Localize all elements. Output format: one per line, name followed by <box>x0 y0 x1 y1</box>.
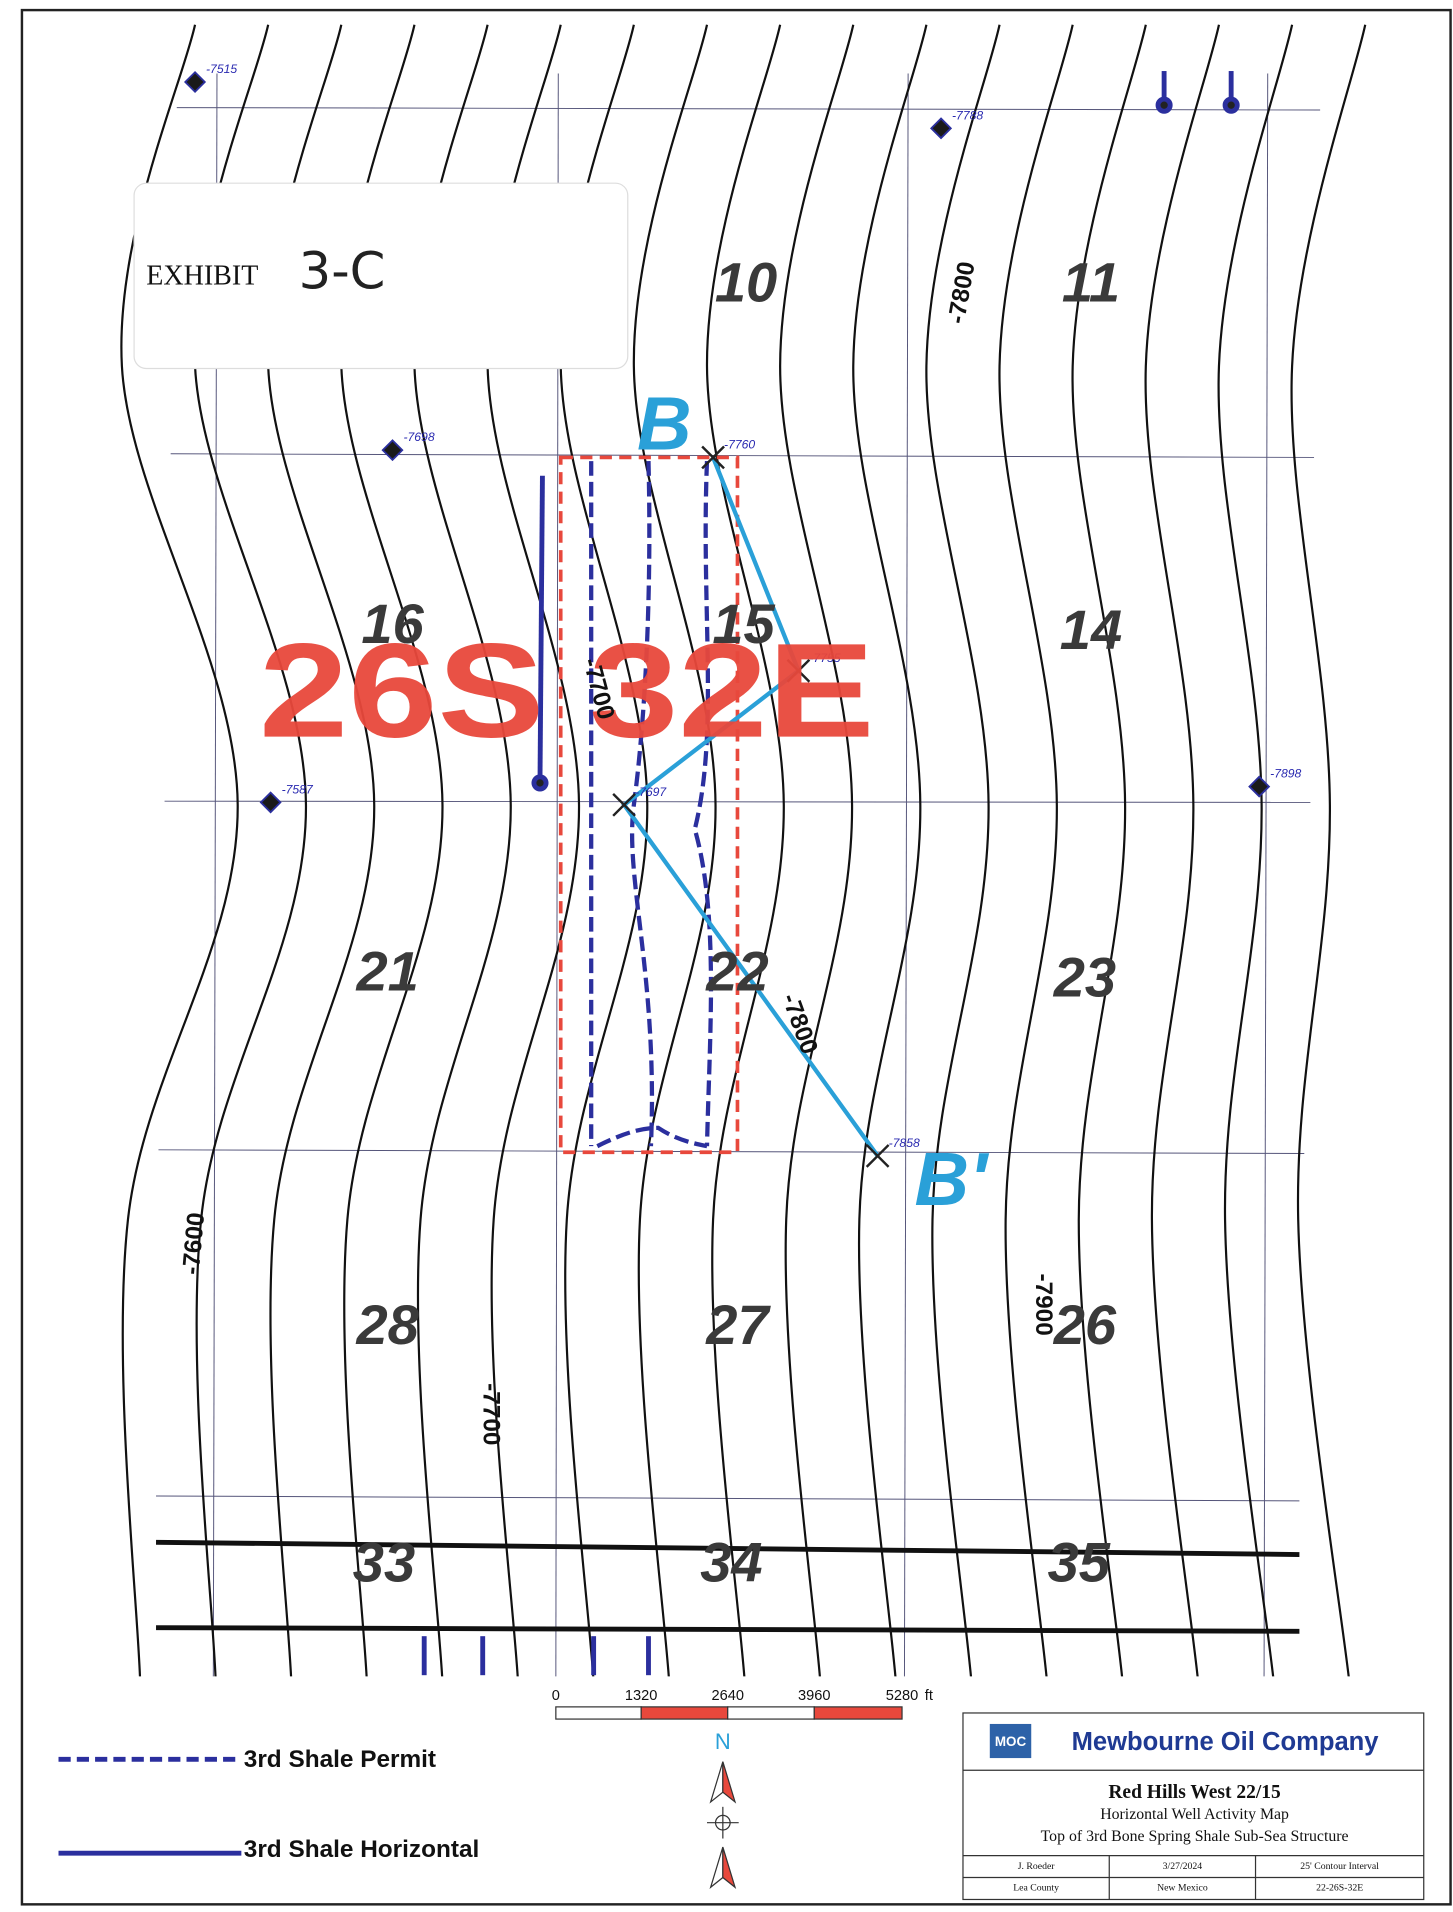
contour-line <box>1290 24 1367 1677</box>
cross-section-start: B <box>637 382 692 466</box>
township-line <box>156 1539 1300 1557</box>
well-cross <box>612 793 636 817</box>
section-numbers: 10 11 16 15 14 21 22 23 28 27 26 33 34 35 <box>353 251 1122 1594</box>
exhibit-number: 3-C <box>299 242 386 302</box>
well-label: -7755 <box>809 651 840 665</box>
well-diamond <box>929 117 953 140</box>
contour-label: -7600 <box>178 1211 210 1275</box>
well-cross <box>701 445 725 470</box>
well-label: -7587 <box>282 782 314 796</box>
scale-labels: 0 1320 2640 3960 5280 ft <box>552 1688 933 1704</box>
north-label: N <box>715 1729 731 1754</box>
well-diamond <box>381 439 404 462</box>
section-number: 16 <box>361 592 424 655</box>
section-number: 27 <box>705 1293 771 1356</box>
well-diamond <box>259 791 282 814</box>
well-diamond <box>1248 775 1271 798</box>
legend-label: 3rd Shale Permit <box>244 1746 436 1773</box>
map-title: Red Hills West 22/15 <box>1108 1782 1281 1803</box>
exhibit-box <box>133 182 629 370</box>
section-number: 28 <box>355 1293 419 1356</box>
permit-area <box>558 455 740 1155</box>
well-diamond <box>183 70 207 94</box>
contour-line <box>1217 24 1294 1677</box>
scale-label: 2640 <box>711 1688 744 1704</box>
contour-line <box>120 24 239 1677</box>
well-cross <box>865 1144 890 1168</box>
section-number: 14 <box>1060 598 1122 661</box>
section-number: 15 <box>712 592 775 655</box>
contour-line <box>705 24 785 1677</box>
exhibit-label: EXHIBIT <box>146 261 258 292</box>
contour-line <box>1071 24 1147 1677</box>
contour-line <box>852 24 928 1677</box>
date: 3/27/2024 <box>1163 1861 1203 1872</box>
well-cross <box>786 658 811 683</box>
county: Lea County <box>1013 1883 1059 1894</box>
contour-line <box>1144 24 1221 1677</box>
section-number: 22 <box>705 939 768 1002</box>
section-number: 23 <box>1053 945 1116 1008</box>
state: New Mexico <box>1157 1883 1208 1894</box>
logo <box>989 1723 1032 1759</box>
company: Mewbourne Oil Company <box>1072 1728 1380 1756</box>
well-label: -7698 <box>403 430 434 444</box>
section-number: 33 <box>353 1531 415 1594</box>
map-structure: Top of 3rd Bone Spring Shale Sub-Sea Str… <box>1041 1828 1349 1845</box>
section-number: 21 <box>355 939 418 1002</box>
permit-wells <box>589 461 714 1149</box>
contour-line <box>925 24 1001 1677</box>
contour-label: -7900 <box>1030 1273 1057 1335</box>
scale-label: 1320 <box>625 1688 658 1704</box>
well-label: -7898 <box>1270 767 1301 781</box>
contour-line <box>998 24 1074 1677</box>
section-number: 10 <box>715 251 777 314</box>
township-label: 26S 32E <box>259 617 875 766</box>
well-symbols: -7515 -7788 -7698 -7760 -7755 -7587 -7697 -7898… <box>183 62 1302 1168</box>
cross-section-line <box>621 456 880 1158</box>
scale-label: 3960 <box>798 1688 831 1704</box>
map-subtitle: Horizontal Well Activity Map <box>1100 1806 1289 1823</box>
section-number: 34 <box>700 1531 762 1594</box>
legend-label: 3rd Shale Horizontal <box>244 1836 480 1863</box>
scale-unit: ft <box>925 1688 933 1704</box>
frame <box>20 8 1452 1906</box>
scale-label: 0 <box>552 1688 560 1704</box>
section-number: 35 <box>1048 1531 1111 1594</box>
section-lines <box>156 73 1321 1677</box>
contour-label: -7700 <box>478 1383 505 1445</box>
contour-interval: 25' Contour Interval <box>1300 1861 1379 1872</box>
contour-line <box>632 24 717 1677</box>
horizontal-wells <box>421 71 1240 1676</box>
scale-label: 5280 <box>886 1688 919 1704</box>
logo-text: MOC <box>995 1734 1027 1749</box>
well-label: -7788 <box>952 108 983 122</box>
well-label: -7858 <box>889 1136 920 1150</box>
contour-line <box>779 24 855 1677</box>
township-line <box>156 1625 1300 1634</box>
cross-section-end: B' <box>915 1138 991 1222</box>
well-label: -7697 <box>635 785 667 799</box>
author: J. Roeder <box>1018 1861 1056 1872</box>
location: 22-26S-32E <box>1316 1883 1363 1894</box>
well-label: -7760 <box>724 437 755 451</box>
section-number: 26 <box>1053 1293 1117 1356</box>
scale-bar <box>555 1706 903 1720</box>
well-label: -7515 <box>206 62 237 76</box>
section-number: 11 <box>1062 251 1120 314</box>
title-block <box>962 1712 1425 1901</box>
north-arrow <box>706 1761 739 1889</box>
